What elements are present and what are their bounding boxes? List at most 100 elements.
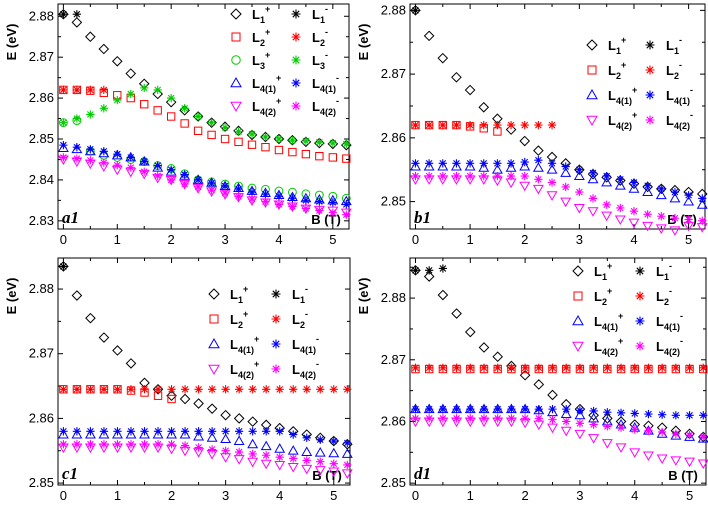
data-point — [125, 358, 137, 369]
data-point — [328, 208, 337, 217]
legend-label-main: L — [292, 337, 300, 352]
data-point — [329, 385, 338, 394]
data-point — [126, 440, 136, 449]
legend-label: L4(1)+ — [230, 334, 259, 355]
data-point — [288, 136, 297, 145]
data-point — [532, 162, 544, 172]
series-L4(2)+ — [410, 175, 708, 236]
data-point — [642, 221, 654, 232]
legend-label-main: L — [312, 7, 320, 22]
data-point — [220, 181, 230, 191]
data-point — [99, 427, 109, 436]
data-point — [234, 127, 243, 136]
data-point — [235, 427, 244, 436]
legend-label: L1- — [312, 4, 328, 25]
legend-label-subscript: 4(1) — [260, 84, 276, 94]
data-point — [72, 10, 82, 19]
plot-frame — [409, 3, 706, 230]
data-point — [301, 204, 311, 213]
y-tick-label: 2.86 — [381, 130, 406, 145]
data-point — [287, 134, 298, 146]
data-point — [423, 30, 435, 42]
legend-label-subscript: 4(2) — [238, 370, 254, 380]
legend-label: L4(2)+ — [252, 96, 281, 117]
legend-label-superscript: + — [607, 261, 612, 271]
legend-label-superscript: + — [618, 336, 623, 346]
data-point — [589, 363, 598, 372]
data-point — [247, 416, 258, 427]
data-point — [493, 363, 502, 372]
legend-label-superscript: + — [276, 73, 281, 83]
data-point — [315, 152, 324, 161]
legend-label-main: L — [252, 76, 260, 91]
data-point — [72, 440, 82, 449]
legend-label-superscript: + — [243, 284, 248, 294]
legend-label-subscript: 4(2) — [602, 347, 618, 357]
data-point — [438, 264, 448, 273]
data-point — [493, 120, 502, 130]
legend-label-main: L — [252, 99, 260, 114]
legend-label-superscript: + — [632, 110, 637, 120]
data-point — [72, 154, 82, 163]
data-point — [315, 197, 324, 206]
data-point — [589, 420, 598, 429]
data-point — [327, 138, 339, 150]
x-tick-label: 0 — [60, 232, 67, 247]
series-L2+ — [59, 85, 351, 163]
data-point — [262, 427, 271, 436]
data-point — [630, 409, 639, 418]
data-point — [492, 351, 504, 363]
data-point — [206, 432, 218, 442]
data-point — [180, 427, 190, 436]
data-point — [574, 164, 585, 176]
x-tick-label: 1 — [467, 488, 474, 503]
data-point — [466, 363, 475, 372]
legend-label-main: L — [666, 88, 674, 103]
data-point — [112, 345, 123, 356]
data-point — [329, 459, 338, 468]
x-tick-label: 4 — [275, 232, 282, 247]
series-L4(2)- — [411, 414, 708, 442]
data-point — [603, 422, 612, 431]
data-point — [562, 363, 571, 372]
y-tick-label: 2.88 — [381, 2, 406, 17]
legend-label-superscript: - — [305, 309, 308, 319]
data-point — [234, 137, 243, 147]
legend-label-main: L — [608, 38, 616, 53]
data-point — [533, 404, 545, 415]
legend-label: L2+ — [594, 286, 612, 307]
data-point — [180, 441, 190, 450]
data-point — [126, 427, 136, 436]
series-L4(2)- — [59, 440, 352, 470]
data-point — [479, 404, 489, 414]
data-point — [697, 433, 708, 443]
data-point — [316, 457, 325, 466]
data-point — [247, 188, 257, 197]
x-tick-label: 1 — [466, 232, 473, 247]
legend-marker — [271, 339, 281, 349]
data-point — [548, 404, 557, 414]
data-point — [261, 132, 270, 142]
data-point — [194, 427, 203, 436]
plot-frame — [57, 3, 350, 230]
legend-label-subscript: 2 — [616, 71, 621, 81]
legend-label-superscript: - — [305, 284, 308, 294]
data-point — [302, 433, 311, 442]
data-point — [547, 389, 558, 401]
data-point — [573, 170, 585, 181]
legend-marker — [635, 266, 645, 276]
data-point — [643, 210, 652, 219]
legend-label: L4(1)- — [666, 85, 693, 106]
data-point — [410, 5, 421, 16]
data-point — [574, 429, 586, 440]
data-point — [438, 171, 447, 181]
x-tick-label: 3 — [576, 488, 583, 503]
data-point — [629, 207, 639, 216]
data-point — [342, 139, 351, 149]
data-point — [562, 404, 571, 414]
legend-marker — [572, 314, 584, 326]
data-point — [464, 326, 476, 338]
data-point — [574, 409, 586, 420]
series-L4(2)- — [411, 171, 707, 225]
